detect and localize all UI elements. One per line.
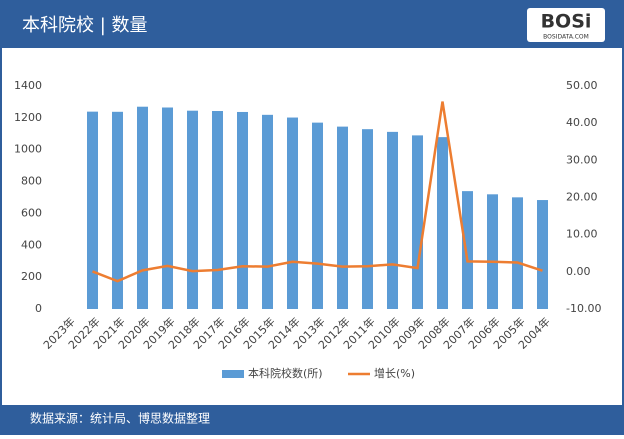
bar [287,117,298,309]
legend-swatch [222,370,244,378]
bar [437,137,448,309]
bar [187,110,198,309]
bar [512,197,523,309]
bar [487,194,498,309]
bar [262,114,273,309]
bar [412,135,423,309]
y2-tick-label: 0.00 [566,265,591,278]
footer-band [0,405,624,435]
y2-tick-label: -10.00 [566,302,601,315]
bar [312,122,323,309]
logo-sub: BOSIDATA.COM [543,34,589,41]
bar [237,111,248,310]
bar [362,129,373,309]
y-tick-label: 800 [21,175,42,188]
y-tick-label: 200 [21,270,42,283]
logo-box [527,8,605,42]
title: 本科院校 | 数量 [22,15,148,36]
bar [137,106,148,309]
legend-label: 本科院校数(所) [248,366,323,380]
bar [537,200,548,309]
source: 数据来源：统计局、博思数据整理 [30,411,210,426]
bar [337,126,348,309]
bar [212,111,223,309]
y2-tick-label: 20.00 [566,191,598,204]
line [92,101,543,283]
bar [112,111,123,309]
y2-tick-label: 50.00 [566,79,598,92]
legend-label: 增长(%) [374,366,415,380]
y-tick-label: 1400 [14,79,42,92]
y-tick-label: 1000 [14,143,42,156]
y-tick-label: 400 [21,238,42,251]
y2-tick-label: 40.00 [566,116,598,129]
header-band [0,0,624,48]
logo: BOSi [541,11,592,33]
bar [462,191,473,309]
y2-tick-label: 30.00 [566,153,598,166]
y-tick-label: 600 [21,206,42,219]
bar [162,107,173,309]
y-tick-label: 0 [35,302,42,315]
y2-tick-label: 10.00 [566,228,598,241]
bar [387,131,398,309]
bar [87,111,98,310]
y-tick-label: 1200 [14,111,42,124]
